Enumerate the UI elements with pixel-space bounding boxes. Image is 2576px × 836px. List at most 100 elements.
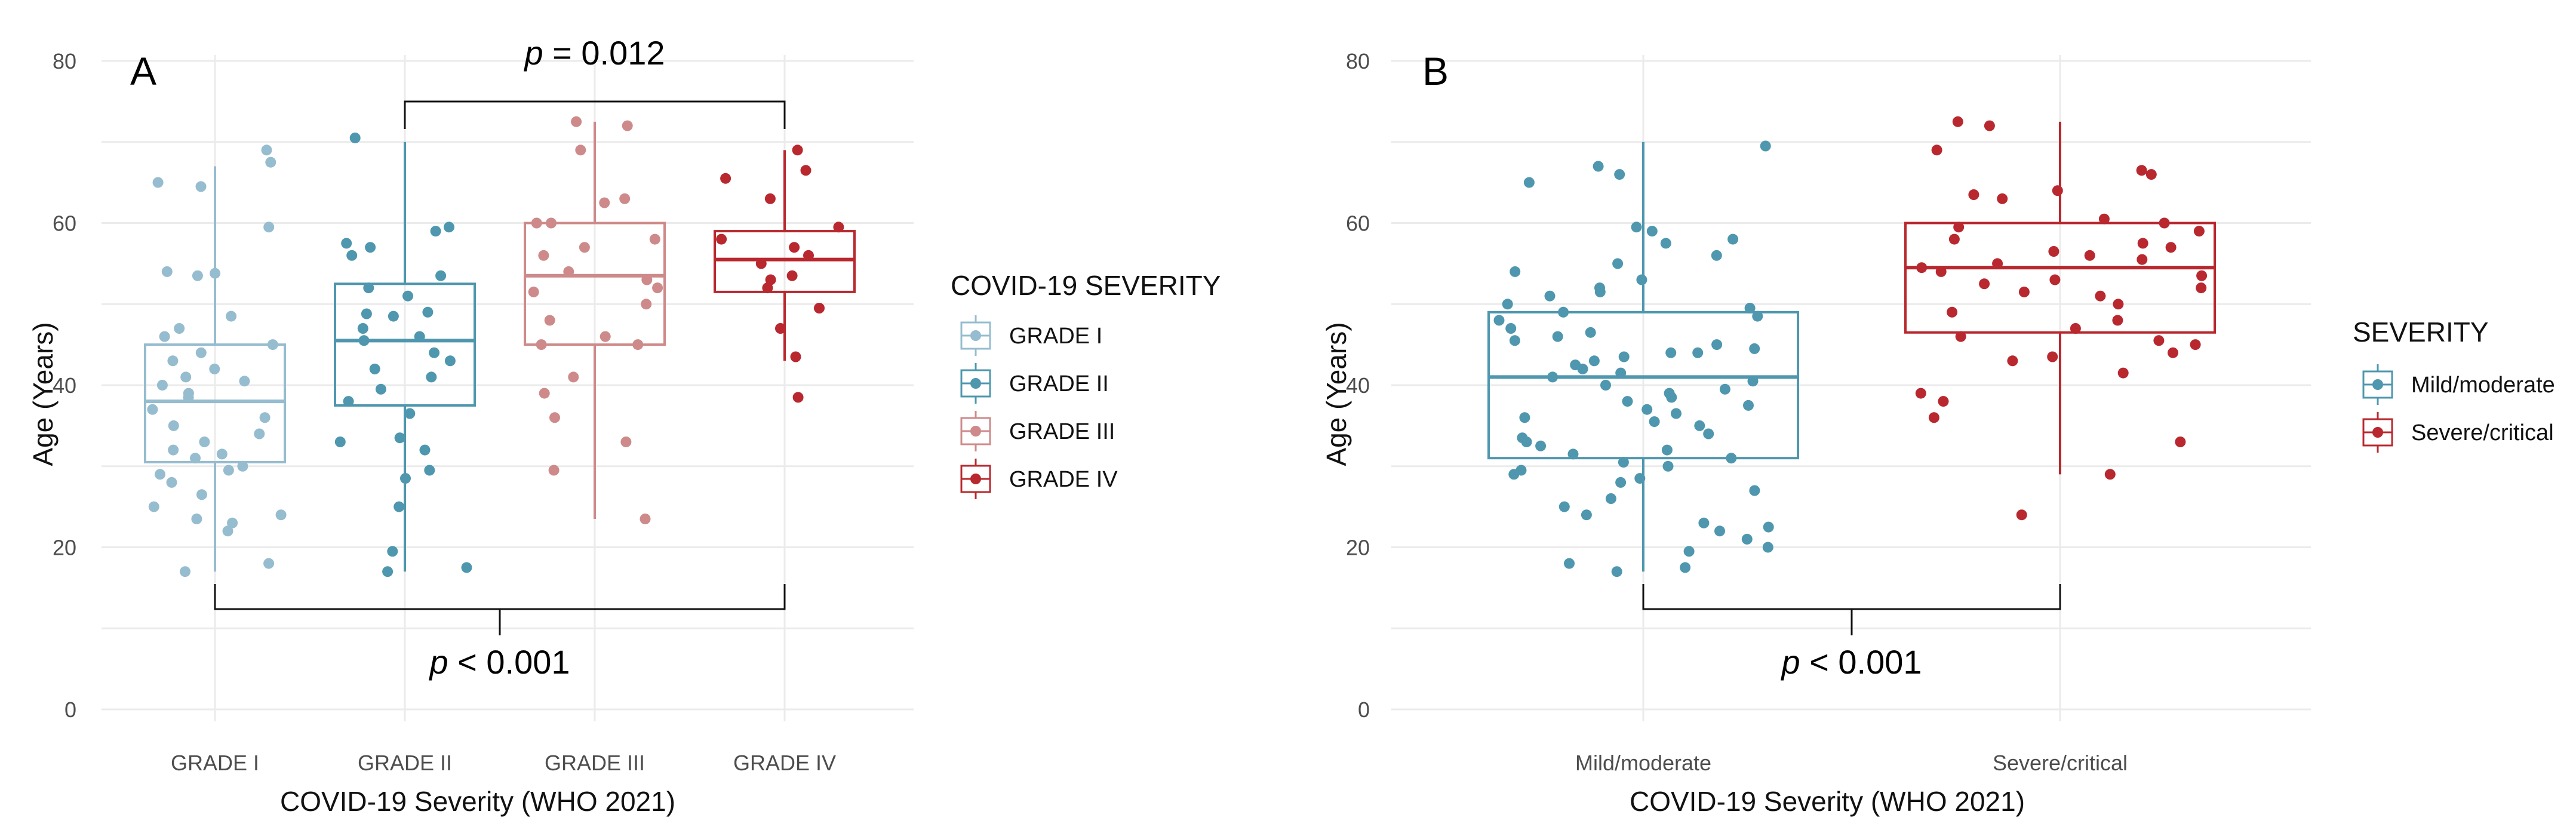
point-grade-i-2 [152, 177, 164, 188]
point-mild-moderate-19 [1493, 315, 1505, 326]
y-tick-label-60: 60 [53, 211, 76, 236]
point-grade-ii-4 [365, 242, 376, 253]
point-grade-iv-14 [790, 351, 801, 362]
point-mild-moderate-22 [1552, 331, 1563, 342]
panel-a-legend: COVID-19 SEVERITY GRADE I GRADE II GRADE I… [951, 270, 1221, 499]
legend-label-mild-moderate: Mild/moderate [2411, 373, 2555, 398]
box-grade-iii [524, 222, 666, 346]
point-mild-moderate-53 [1618, 457, 1629, 468]
point-mild-moderate-42 [1671, 408, 1682, 419]
y-tick-label-0: 0 [64, 697, 76, 722]
point-severe-critical-18 [1992, 258, 2003, 269]
point-grade-iv-9 [786, 270, 798, 281]
legend-label-severe-critical: Severe/critical [2411, 420, 2554, 445]
significance-bracket-1 [214, 584, 786, 610]
point-severe-critical-21 [2196, 270, 2208, 281]
point-mild-moderate-2 [1614, 169, 1625, 180]
point-mild-moderate-11 [1636, 274, 1647, 285]
point-grade-ii-1 [444, 222, 454, 233]
point-grade-iv-0 [792, 145, 803, 156]
point-grade-ii-3 [341, 238, 352, 249]
point-mild-moderate-69 [1564, 558, 1575, 569]
point-severe-critical-38 [1915, 388, 1926, 399]
point-grade-iv-3 [764, 193, 776, 204]
panel-a-boxes [144, 121, 856, 572]
x-tick-label-mild-moderate: Mild/moderate [1575, 751, 1711, 775]
panel-b-x-axis: Mild/moderate Severe/critical [1575, 751, 2128, 775]
legend-key-point-mild-moderate [2372, 379, 2383, 390]
point-mild-moderate-9 [1612, 258, 1624, 269]
point-grade-ii-22 [394, 432, 405, 444]
point-grade-ii-2 [430, 226, 441, 237]
y-tick-label-40: 40 [1346, 373, 1370, 398]
point-mild-moderate-46 [1703, 428, 1714, 439]
point-mild-moderate-64 [1763, 521, 1774, 533]
point-mild-moderate-8 [1711, 250, 1722, 261]
panel-b-boxes [1487, 121, 2216, 572]
p-value-label-1: p < 0.001 [428, 643, 570, 681]
point-grade-i-25 [168, 444, 179, 456]
point-grade-i-10 [159, 331, 170, 342]
point-mild-moderate-62 [1581, 509, 1592, 521]
point-grade-ii-13 [414, 331, 425, 342]
panel-a-x-axis: GRADE I GRADE II GRADE III GRADE IV [171, 751, 836, 775]
point-grade-ii-16 [444, 355, 456, 367]
point-mild-moderate-4 [1631, 222, 1642, 233]
point-mild-moderate-63 [1698, 517, 1710, 528]
point-grade-ii-6 [435, 270, 447, 281]
point-grade-i-20 [147, 404, 158, 415]
panel-a-gridlines [102, 55, 914, 721]
point-grade-i-21 [259, 412, 270, 423]
point-grade-i-11 [267, 339, 278, 351]
point-grade-ii-19 [375, 383, 386, 395]
legend-label-grade-iii: GRADE III [1009, 419, 1115, 444]
point-grade-i-38 [263, 558, 275, 569]
box-grade-iv [714, 230, 856, 293]
panel-a-y-axis: 0 20 40 60 80 [53, 49, 76, 722]
point-mild-moderate-7 [1660, 238, 1671, 249]
panel-a-points [147, 116, 844, 577]
point-grade-ii-10 [361, 308, 372, 319]
point-mild-moderate-35 [1600, 380, 1611, 391]
panel-a-legend-title: COVID-19 SEVERITY [951, 270, 1221, 301]
panel-b-y-axis: 0 20 40 60 80 [1346, 49, 1370, 722]
point-grade-i-17 [239, 376, 250, 387]
point-mild-moderate-5 [1646, 226, 1658, 237]
legend-key-point-grade-iii [970, 426, 981, 437]
point-grade-ii-8 [402, 290, 413, 302]
point-mild-moderate-70 [1680, 562, 1691, 573]
x-tick-label-grade-i: GRADE I [171, 751, 259, 775]
point-grade-ii-0 [349, 133, 361, 143]
point-mild-moderate-28 [1618, 351, 1630, 362]
point-grade-iii-18 [536, 339, 547, 351]
point-severe-critical-11 [2193, 226, 2205, 237]
point-mild-moderate-67 [1762, 542, 1773, 553]
panel-b-xlabel: COVID-19 Severity (WHO 2021) [1630, 786, 2025, 817]
point-grade-ii-7 [363, 282, 374, 294]
point-severe-critical-19 [1916, 262, 1928, 273]
point-severe-critical-2 [1931, 145, 1942, 156]
legend-label-grade-i: GRADE I [1009, 324, 1102, 349]
point-mild-moderate-17 [1558, 306, 1569, 318]
significance-bracket-0 [404, 100, 786, 129]
point-severe-critical-43 [2016, 509, 2027, 521]
point-severe-critical-8 [2098, 213, 2110, 225]
point-grade-i-12 [195, 347, 207, 358]
box-severe-critical [1904, 222, 2216, 334]
point-severe-critical-29 [2112, 315, 2123, 326]
point-grade-i-39 [180, 566, 190, 577]
panel-b-legend: SEVERITY Mild/moderate Severe/critical [2353, 316, 2555, 453]
point-grade-ii-5 [346, 250, 358, 261]
point-grade-ii-17 [369, 363, 380, 374]
point-severe-critical-15 [2048, 246, 2059, 257]
point-grade-ii-21 [404, 408, 416, 419]
point-severe-critical-42 [2104, 469, 2116, 480]
point-grade-iv-11 [762, 282, 773, 294]
point-mild-moderate-10 [1510, 266, 1521, 277]
point-mild-moderate-27 [1665, 347, 1677, 358]
point-severe-critical-39 [1938, 396, 1949, 407]
point-mild-moderate-29 [1588, 355, 1600, 367]
y-tick-label-20: 20 [1346, 536, 1370, 560]
point-mild-moderate-13 [1594, 286, 1606, 297]
